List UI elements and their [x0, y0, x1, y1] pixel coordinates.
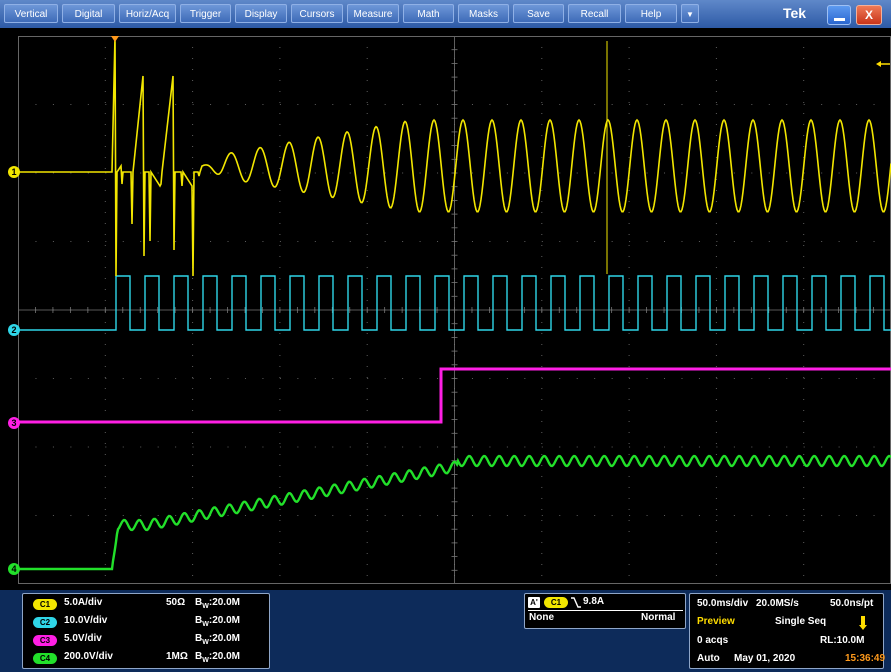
menu-dropdown-arrow[interactable]: ▼ — [681, 4, 699, 23]
channel-4-badge[interactable]: C4 — [33, 653, 57, 664]
bandwidth-prefix: B — [195, 597, 203, 608]
waveform-traces — [18, 36, 891, 571]
channel-1-scale: 5.0A/div — [64, 597, 103, 608]
menu-recall[interactable]: Recall — [568, 4, 621, 23]
bandwidth-separator: : — [208, 651, 213, 662]
trigger-source-badge: C1 — [544, 597, 568, 608]
bandwidth-value: 20.0M — [212, 597, 240, 608]
channel-2-marker[interactable]: 2 — [8, 324, 20, 336]
close-button[interactable]: X — [856, 5, 882, 25]
channel-2-marker-label: 2 — [11, 325, 17, 335]
channel-4-bandwidth: BW:20.0M — [195, 651, 240, 664]
menu-digital[interactable]: Digital — [62, 4, 115, 23]
bandwidth-separator: : — [208, 615, 213, 626]
channel-3-badge[interactable]: C3 — [33, 635, 57, 646]
channel-3-marker[interactable]: 3 — [8, 417, 20, 429]
menu-cursors[interactable]: Cursors — [291, 4, 343, 23]
trigger-settings-panel[interactable]: A' C1 9.8A None Normal — [524, 593, 686, 629]
channel-1-marker-label: 1 — [11, 167, 17, 177]
bandwidth-prefix: B — [195, 651, 203, 662]
menu-save[interactable]: Save — [513, 4, 564, 23]
bandwidth-prefix: B — [195, 615, 203, 626]
acquisition-count: 0 acqs — [697, 635, 729, 646]
menu-vertical[interactable]: Vertical — [4, 4, 58, 23]
date: May 01, 2020 — [734, 653, 796, 664]
channel-3-trace — [18, 367, 891, 424]
bandwidth-value: 20.0M — [212, 615, 240, 626]
bandwidth-subscript: W — [202, 657, 209, 664]
record-length: RL:10.0M — [820, 635, 865, 646]
trigger-position-marker[interactable] — [111, 36, 119, 42]
waveform-display[interactable]: 1 2 3 4 — [0, 28, 891, 590]
bandwidth-subscript: W — [202, 621, 209, 628]
channel-1-bandwidth: BW:20.0M — [195, 597, 240, 610]
horizontal-scale: 50.0ms/div — [697, 598, 749, 609]
bandwidth-separator: : — [208, 633, 213, 644]
trigger-a-badge: A' — [528, 597, 540, 608]
trigger-mode: Normal — [641, 612, 676, 623]
trigger-level-arrow[interactable] — [876, 61, 890, 67]
bandwidth-value: 20.0M — [212, 651, 240, 662]
channel-4-marker-label: 4 — [11, 564, 17, 574]
channel-4-marker[interactable]: 4 — [8, 563, 20, 575]
channel-3-bandwidth: BW:20.0M — [195, 633, 240, 646]
trigger-run-mode: Auto — [697, 653, 720, 664]
channel-1-marker[interactable]: 1 — [8, 166, 20, 178]
time: 15:36:49 — [845, 653, 886, 664]
trigger-level: 9.8A — [583, 596, 605, 607]
acquisition-panel[interactable]: 50.0ms/div 20.0MS/s 50.0ns/pt Preview Si… — [689, 593, 886, 669]
single-seq-indicator-arrow-icon — [859, 625, 867, 630]
menu-horiz-acq[interactable]: Horiz/Acq — [119, 4, 176, 23]
channel-1-badge[interactable]: C1 — [33, 599, 57, 610]
minimize-icon — [834, 18, 845, 21]
acquisition-mode: Preview — [697, 616, 735, 627]
menu-measure[interactable]: Measure — [347, 4, 399, 23]
status-panel: C1 5.0A/div 50Ω BW:20.0M C2 10.0V/div BW:20.0M… — [0, 590, 891, 672]
time-per-point: 50.0ns/pt — [830, 598, 874, 609]
single-seq-indicator-icon — [861, 616, 865, 625]
bandwidth-subscript: W — [202, 639, 209, 646]
trigger-holdoff: None — [529, 612, 554, 623]
channel-1-coupling: 50Ω — [166, 597, 186, 608]
menu-help[interactable]: Help — [625, 4, 677, 23]
bandwidth-subscript: W — [202, 603, 209, 610]
menu-masks[interactable]: Masks — [458, 4, 509, 23]
channel-3-marker-label: 3 — [11, 418, 17, 428]
trigger-underline — [528, 610, 683, 611]
sequence-mode: Single Seq — [775, 616, 827, 627]
grid-lines — [18, 36, 891, 584]
channel-settings-panel[interactable]: C1 5.0A/div 50Ω BW:20.0M C2 10.0V/div BW:20.0M… — [22, 593, 270, 669]
menu-bar: Vertical Digital Horiz/Acq Trigger Displ… — [0, 0, 891, 28]
channel-2-trace — [18, 275, 891, 331]
channel-4-scale: 200.0V/div — [64, 651, 113, 662]
bandwidth-prefix: B — [195, 633, 203, 644]
channel-2-bandwidth: BW:20.0M — [195, 615, 240, 628]
menu-display[interactable]: Display — [235, 4, 287, 23]
graticule — [18, 36, 891, 584]
falling-edge-icon — [571, 597, 581, 608]
menu-trigger[interactable]: Trigger — [180, 4, 231, 23]
channel-3-scale: 5.0V/div — [64, 633, 102, 644]
sample-rate: 20.0MS/s — [756, 598, 799, 609]
channel-2-scale: 10.0V/div — [64, 615, 108, 626]
channel-4-coupling: 1MΩ — [166, 651, 188, 662]
brand-logo: Tek — [783, 5, 807, 21]
bandwidth-separator: : — [208, 597, 213, 608]
bandwidth-value: 20.0M — [212, 633, 240, 644]
menu-math[interactable]: Math — [403, 4, 454, 23]
channel-4-trace — [18, 454, 891, 571]
minimize-button[interactable] — [827, 5, 851, 25]
channel-2-badge[interactable]: C2 — [33, 617, 57, 628]
channel-1-trace — [18, 36, 891, 277]
